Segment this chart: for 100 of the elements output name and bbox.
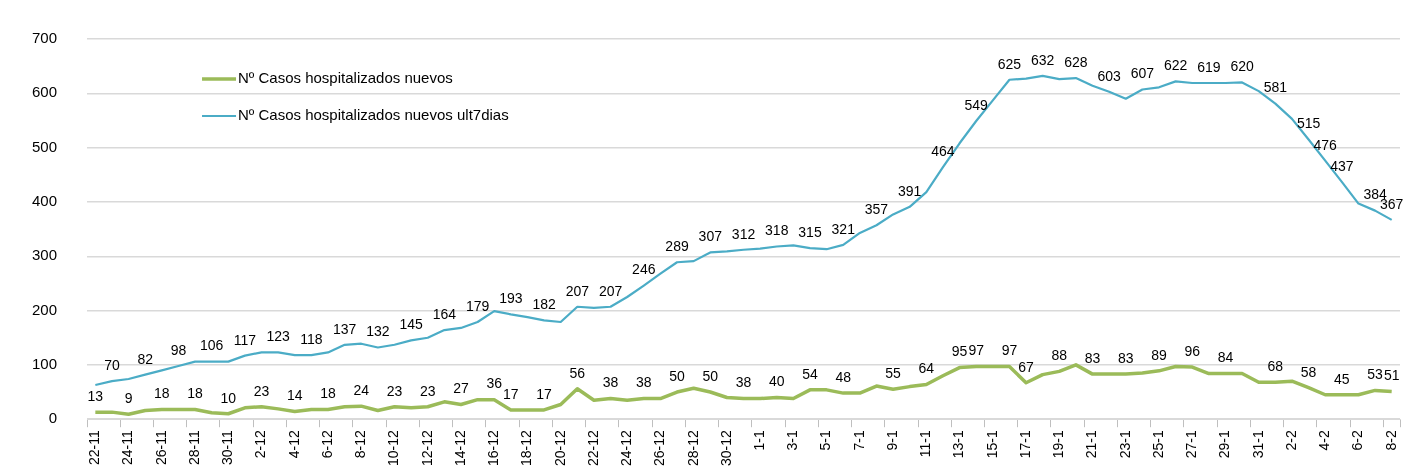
y-tick-label: 300: [32, 246, 58, 264]
data-label: 315: [798, 223, 822, 240]
x-tick-label: 23-1: [1116, 429, 1133, 459]
y-tick-label: 0: [48, 409, 58, 427]
x-tick-label: 20-12: [551, 429, 568, 467]
y-tick-label: 700: [32, 29, 58, 47]
data-label: 437: [1330, 157, 1354, 174]
data-label: 628: [1064, 53, 1088, 70]
x-tick-label: 6-12: [318, 429, 335, 459]
x-tick-label: 15-1: [983, 429, 1000, 459]
data-label: 51: [1383, 367, 1400, 384]
data-label: 38: [636, 374, 652, 391]
x-tick-label: 6-2: [1349, 429, 1366, 451]
x-tick-label: 30-11: [219, 429, 236, 465]
data-label: 23: [386, 382, 403, 399]
data-label: 17: [536, 385, 553, 402]
data-label: 391: [898, 182, 922, 199]
legend-label: Nº Casos hospitalizados nuevos ult7dias: [238, 106, 509, 124]
data-label: 45: [1334, 370, 1350, 387]
y-tick-label: 500: [32, 137, 58, 155]
x-tick-label: 24-12: [618, 429, 635, 467]
data-label: 98: [170, 341, 187, 358]
data-label: 88: [1051, 347, 1068, 364]
data-label: 68: [1267, 358, 1284, 375]
x-tick-label: 26-11: [152, 429, 169, 465]
data-label: 619: [1197, 58, 1221, 75]
data-label: 55: [885, 365, 902, 382]
data-label: 38: [735, 374, 752, 391]
data-label: 36: [486, 375, 503, 392]
data-label: 207: [565, 282, 590, 299]
legend-label: Nº Casos hospitalizados nuevos: [238, 69, 453, 87]
data-label: 89: [1151, 346, 1168, 363]
data-label: 312: [731, 225, 756, 242]
data-label: 18: [154, 385, 170, 402]
data-label: 193: [499, 290, 523, 307]
data-label: 632: [1030, 51, 1055, 68]
data-label: 289: [665, 238, 689, 255]
data-label: 18: [320, 385, 337, 402]
data-label: 123: [266, 328, 291, 345]
data-label: 48: [835, 368, 852, 385]
data-label: 179: [465, 297, 490, 314]
x-tick-label: 8-2: [1382, 429, 1399, 451]
data-label: 246: [632, 261, 656, 278]
data-label: 53: [1367, 366, 1384, 383]
data-label: 603: [1097, 67, 1122, 84]
data-label: 83: [1084, 349, 1101, 366]
data-label: 70: [104, 357, 120, 374]
x-tick-label: 16-12: [485, 429, 502, 467]
data-label: 137: [332, 320, 357, 337]
data-label: 82: [137, 350, 154, 367]
x-tick-label: 8-12: [352, 429, 369, 459]
data-label: 96: [1184, 342, 1201, 359]
data-label: 24: [353, 382, 370, 399]
x-tick-label: 29-1: [1216, 429, 1233, 459]
data-label: 14: [286, 387, 303, 404]
data-label: 64: [918, 360, 935, 377]
data-label: 182: [532, 296, 556, 313]
x-tick-label: 26-12: [651, 429, 668, 467]
x-tick-label: 27-1: [1183, 429, 1200, 459]
data-label: 50: [702, 367, 719, 384]
data-label: 106: [200, 337, 224, 354]
data-label: 132: [366, 323, 390, 340]
data-label: 515: [1296, 115, 1321, 132]
data-label: 38: [602, 374, 619, 391]
data-label: 40: [768, 373, 785, 390]
x-tick-label: 5-1: [817, 429, 834, 451]
data-label: 476: [1313, 136, 1338, 153]
data-label: 625: [997, 55, 1022, 72]
x-tick-label: 12-12: [418, 429, 435, 467]
data-label: 607: [1130, 65, 1155, 82]
y-tick-label: 600: [32, 83, 58, 101]
data-label: 145: [399, 316, 424, 333]
data-label: 23: [253, 382, 270, 399]
data-label: 97: [968, 342, 985, 359]
data-label: 58: [1300, 363, 1317, 380]
x-tick-label: 4-12: [285, 429, 302, 459]
x-tick-label: 28-12: [684, 429, 701, 467]
data-label: 118: [300, 330, 323, 347]
x-tick-label: 10-12: [385, 429, 402, 467]
x-tick-label: 9-1: [883, 429, 900, 451]
data-label: 464: [931, 143, 955, 160]
x-tick-label: 25-1: [1149, 429, 1166, 459]
x-tick-label: 19-1: [1050, 429, 1067, 459]
x-tick-label: 11-1: [917, 429, 934, 458]
data-label: 67: [1018, 358, 1035, 375]
data-label: 13: [87, 387, 104, 404]
data-label: 207: [598, 282, 623, 299]
data-label: 164: [432, 305, 457, 322]
x-tick-label: 17-1: [1016, 429, 1033, 459]
x-tick-label: 21-1: [1083, 429, 1100, 459]
data-label: 321: [831, 220, 856, 237]
x-tick-label: 1-1: [750, 429, 767, 451]
data-label: 549: [964, 96, 989, 113]
data-label: 307: [698, 228, 723, 245]
y-tick-label: 200: [32, 300, 58, 318]
data-label: 56: [569, 364, 586, 381]
data-label: 83: [1117, 349, 1134, 366]
x-tick-label: 4-2: [1316, 429, 1333, 451]
x-tick-label: 13-1: [950, 429, 967, 459]
data-label: 10: [220, 389, 237, 406]
